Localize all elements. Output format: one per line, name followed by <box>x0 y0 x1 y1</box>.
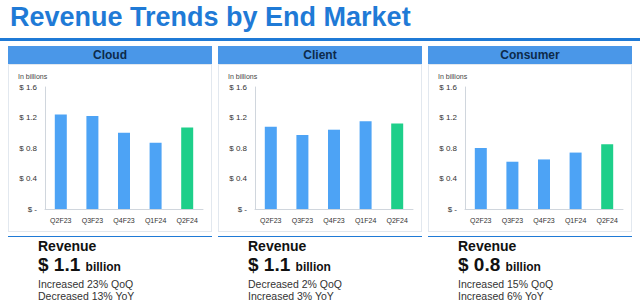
svg-text:$ -: $ - <box>448 205 458 214</box>
html-text:$ 0.8billion: $ 0.8billion <box>458 254 541 275</box>
svg-text:Q2F23: Q2F23 <box>260 217 282 225</box>
html-text:Increased 3% YoY: Increased 3% YoY <box>248 290 334 302</box>
html-text:Decreased 13% YoY: Decreased 13% YoY <box>38 290 135 302</box>
svg-text:Q2F23: Q2F23 <box>470 217 492 225</box>
svg-text:$ 0.4: $ 0.4 <box>229 174 247 183</box>
svg-text:$ 0.8: $ 0.8 <box>439 144 457 153</box>
svg-text:Q2F24: Q2F24 <box>596 217 618 225</box>
svg-text:Q1F24: Q1F24 <box>145 217 167 225</box>
html-text:$ 1.1billion: $ 1.1billion <box>38 254 121 275</box>
html-text:Revenue: Revenue <box>458 238 517 254</box>
svg-text:Q3F23: Q3F23 <box>292 217 314 225</box>
svg-text:$ 1.6: $ 1.6 <box>229 83 247 92</box>
svg-text:Q1F24: Q1F24 <box>355 217 377 225</box>
svg-text:In billions: In billions <box>18 73 48 80</box>
svg-text:$ 0.8: $ 0.8 <box>229 144 247 153</box>
svg-text:Q3F23: Q3F23 <box>82 217 104 225</box>
html-text:Increased 6% YoY: Increased 6% YoY <box>458 290 544 302</box>
html-text:Revenue: Revenue <box>248 238 307 254</box>
svg-text:$ 0.4: $ 0.4 <box>19 174 37 183</box>
html-text:Increased 23% QoQ: Increased 23% QoQ <box>38 278 134 290</box>
svg-text:$ -: $ - <box>28 205 38 214</box>
svg-text:Q2F24: Q2F24 <box>386 217 408 225</box>
svg-text:Q4F23: Q4F23 <box>113 217 135 225</box>
svg-text:Q4F23: Q4F23 <box>533 217 555 225</box>
svg-text:$ 0.8: $ 0.8 <box>19 144 37 153</box>
svg-text:$ 1.6: $ 1.6 <box>19 83 37 92</box>
svg-text:Q3F23: Q3F23 <box>502 217 524 225</box>
svg-text:$ 1.6: $ 1.6 <box>439 83 457 92</box>
svg-text:$ -: $ - <box>238 205 248 214</box>
svg-text:$ 1.2: $ 1.2 <box>229 113 247 122</box>
html-text:Client: Client <box>303 48 337 62</box>
svg-text:$ 0.4: $ 0.4 <box>439 174 457 183</box>
html-text:Increased 15% QoQ: Increased 15% QoQ <box>458 278 554 290</box>
svg-text:In billions: In billions <box>228 73 258 80</box>
svg-text:Q2F23: Q2F23 <box>50 217 72 225</box>
svg-text:In billions: In billions <box>438 73 468 80</box>
html-text:Revenue Trends by End Market: Revenue Trends by End Market <box>10 2 411 32</box>
svg-text:Q4F23: Q4F23 <box>323 217 345 225</box>
svg-text:$ 1.2: $ 1.2 <box>439 113 457 122</box>
svg-text:$ 1.2: $ 1.2 <box>19 113 37 122</box>
html-text:$ 1.1billion: $ 1.1billion <box>248 254 331 275</box>
svg-text:Q2F24: Q2F24 <box>176 217 198 225</box>
html-text:Consumer: Consumer <box>500 48 560 62</box>
html-text:Revenue: Revenue <box>38 238 97 254</box>
svg-text:Q1F24: Q1F24 <box>565 217 587 225</box>
html-text:Decreased 2% QoQ: Decreased 2% QoQ <box>248 278 342 290</box>
html-text:Cloud: Cloud <box>93 48 127 62</box>
